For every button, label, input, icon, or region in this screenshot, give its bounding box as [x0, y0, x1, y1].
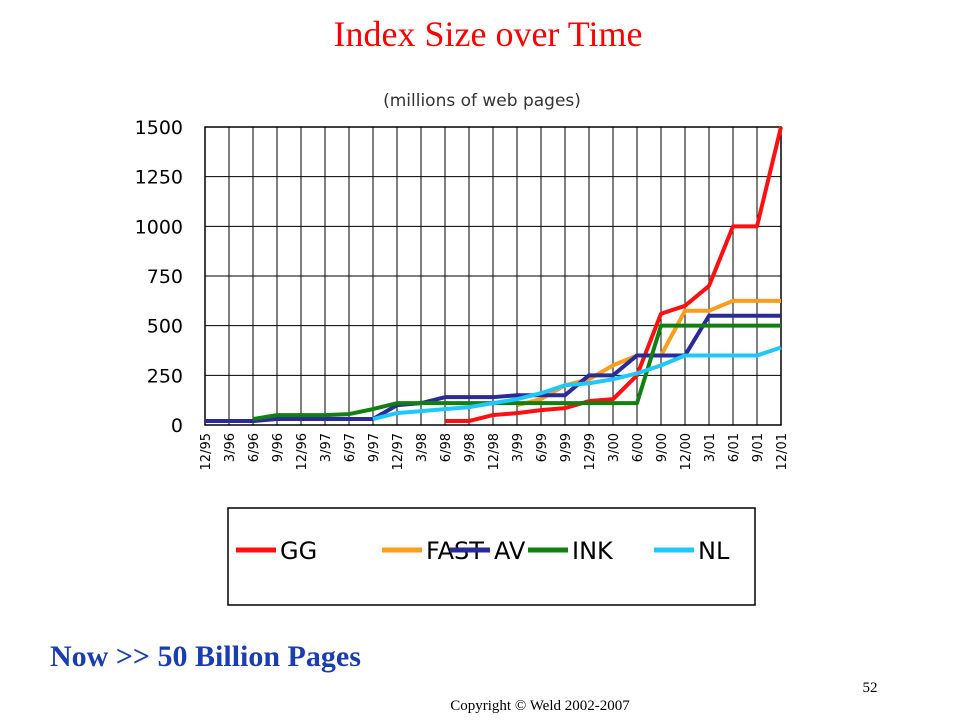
x-tick-label: 6/99 — [535, 433, 550, 462]
x-tick-label: 3/98 — [415, 433, 430, 462]
x-tick-label: 9/98 — [463, 433, 478, 462]
x-tick-label: 6/00 — [631, 433, 646, 462]
y-tick-label: 1500 — [135, 117, 183, 139]
x-tick-label: 9/96 — [271, 433, 286, 462]
x-tick-label: 9/99 — [559, 433, 574, 462]
headline: Now >> 50 Billion Pages — [50, 640, 361, 673]
x-tick-label: 6/01 — [727, 433, 742, 462]
chart-subtitle: (millions of web pages) — [383, 91, 581, 111]
series-line — [372, 345, 782, 421]
page-number: 52 — [863, 680, 878, 696]
y-tick-label: 750 — [147, 266, 183, 288]
x-tick-label: 6/96 — [247, 433, 262, 462]
y-tick-label: 1250 — [135, 167, 183, 189]
legend-label: NL — [698, 537, 730, 565]
y-tick-label: 250 — [147, 365, 183, 387]
y-tick-label: 500 — [147, 316, 183, 338]
x-tick-label: 3/01 — [703, 433, 718, 462]
x-tick-label: 12/00 — [679, 433, 694, 470]
x-tick-label: 12/95 — [199, 433, 214, 470]
y-tick-label: 0 — [171, 415, 183, 437]
x-tick-label: 6/97 — [343, 433, 358, 462]
legend-label: AV — [494, 537, 526, 565]
x-tick-label: 12/01 — [775, 433, 790, 470]
series-line — [252, 323, 781, 422]
legend-label: GG — [280, 537, 317, 565]
x-tick-label: 3/96 — [223, 433, 238, 462]
series-line — [445, 126, 783, 424]
x-tick-label: 12/97 — [391, 433, 406, 470]
x-tick-label: 12/99 — [583, 433, 598, 470]
x-tick-label: 6/98 — [439, 433, 454, 462]
copyright: Copyright © Weld 2002-2007 — [450, 698, 630, 714]
slide-title: Index Size over Time — [334, 14, 643, 54]
x-tick-label: 12/98 — [487, 433, 502, 470]
x-tick-label: 9/00 — [655, 433, 670, 462]
legend-box — [227, 507, 756, 606]
y-tick-label: 1000 — [135, 216, 183, 238]
x-tick-label: 12/96 — [295, 433, 310, 470]
x-tick-label: 3/99 — [511, 433, 526, 462]
x-tick-label: 9/01 — [751, 433, 766, 462]
x-tick-label: 9/97 — [367, 433, 382, 462]
x-tick-label: 3/97 — [319, 433, 334, 462]
x-tick-label: 3/00 — [607, 433, 622, 462]
legend-label: INK — [572, 537, 614, 565]
